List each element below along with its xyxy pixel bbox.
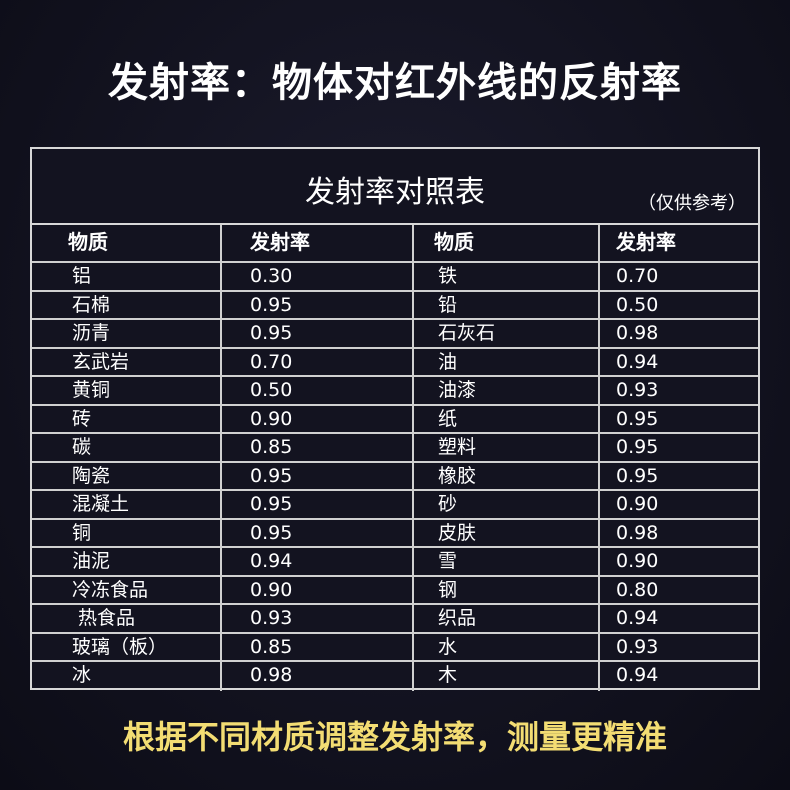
cell-emissivity-2: 0.50 — [616, 293, 659, 316]
table-row: 混凝土 0.95 砂 0.90 — [32, 491, 758, 520]
header-emissivity-2: 发射率 — [616, 230, 676, 254]
cell-material-2: 钢 — [414, 576, 600, 603]
table-row: 热食品 0.93 织品 0.94 — [32, 605, 758, 634]
cell-material-2: 纸 — [414, 405, 600, 432]
cell-material-2: 油 — [414, 348, 600, 375]
cell-material-2: 木 — [414, 662, 600, 691]
table-row: 黄铜 0.50 油漆 0.93 — [32, 377, 758, 406]
table-header-row: 物质 发射率 物质 发射率 — [32, 225, 758, 263]
cell-emissivity-2: 0.98 — [616, 322, 659, 344]
cell-emissivity-2: 0.94 — [616, 350, 659, 373]
table-row: 油泥 0.94 雪 0.90 — [32, 548, 758, 577]
cell-emissivity: 0.93 — [222, 605, 414, 632]
cell-emissivity-2: 0.95 — [616, 407, 659, 430]
header-material: 物质 — [32, 225, 222, 261]
table-row: 冷冻食品 0.90 钢 0.80 — [32, 576, 758, 605]
table-row: 陶瓷 0.95 橡胶 0.95 — [32, 462, 758, 491]
header-material-2: 物质 — [414, 225, 600, 261]
cell-emissivity: 0.30 — [222, 263, 414, 290]
cell-material: 沥青 — [32, 320, 222, 347]
table-row: 玻璃（板） 0.85 水 0.93 — [32, 633, 758, 662]
cell-emissivity: 0.50 — [222, 377, 414, 404]
cell-emissivity-2: 0.95 — [616, 464, 659, 487]
cell-material: 冰 — [32, 662, 222, 691]
cell-emissivity-2: 0.95 — [616, 436, 659, 458]
cell-material: 油泥 — [32, 548, 222, 575]
table-row: 沥青 0.95 石灰石 0.98 — [32, 320, 758, 349]
table-row: 铝 0.30 铁 0.70 — [32, 263, 758, 292]
cell-emissivity: 0.85 — [222, 633, 414, 660]
cell-material: 陶瓷 — [32, 462, 222, 489]
cell-material: 砖 — [32, 405, 222, 432]
cell-emissivity-2: 0.80 — [616, 578, 659, 601]
cell-emissivity: 0.90 — [222, 405, 414, 432]
cell-material-2: 砂 — [414, 491, 600, 518]
cell-material-2: 油漆 — [414, 377, 600, 404]
cell-material: 玻璃（板） — [32, 633, 222, 660]
cell-material-2: 铅 — [414, 291, 600, 318]
cell-material: 热食品 — [32, 605, 222, 632]
table-title: 发射率对照表 — [305, 175, 485, 210]
table-row: 碳 0.85 塑料 0.95 — [32, 434, 758, 463]
cell-emissivity: 0.90 — [222, 576, 414, 603]
cell-emissivity: 0.95 — [222, 320, 414, 347]
cell-material-2: 铁 — [414, 263, 600, 290]
table-row: 砖 0.90 纸 0.95 — [32, 405, 758, 434]
cell-emissivity-2: 0.98 — [616, 521, 659, 544]
headline: 发射率：物体对红外线的反射率 — [108, 60, 682, 106]
cell-material-2: 橡胶 — [414, 462, 600, 489]
cell-material: 铜 — [32, 519, 222, 546]
cell-emissivity: 0.95 — [222, 519, 414, 546]
cell-emissivity-2: 0.94 — [616, 664, 659, 686]
cell-material-2: 水 — [414, 633, 600, 660]
cell-material-2: 石灰石 — [414, 320, 600, 347]
cell-emissivity: 0.95 — [222, 462, 414, 489]
cell-material: 铝 — [32, 263, 222, 290]
table-note: （仅供参考） — [638, 193, 746, 214]
header-emissivity: 发射率 — [222, 225, 414, 261]
table-grid: 物质 发射率 物质 发射率 铝 0.30 铁 0.70 石棉 0.95 铅 0.50 沥青 0.9… — [32, 225, 758, 691]
cell-emissivity-2: 0.90 — [616, 550, 659, 572]
cell-emissivity: 0.95 — [222, 491, 414, 518]
cell-material-2: 织品 — [414, 605, 600, 632]
table-row: 石棉 0.95 铅 0.50 — [32, 291, 758, 320]
cell-material: 黄铜 — [32, 377, 222, 404]
cell-material-2: 塑料 — [414, 434, 600, 461]
table-row: 冰 0.98 木 0.94 — [32, 662, 758, 691]
emissivity-table: 发射率对照表 （仅供参考） 物质 发射率 物质 发射率 铝 0.30 铁 0.70 石棉… — [30, 147, 760, 691]
footer-slogan: 根据不同材质调整发射率，测量更精准 — [122, 718, 667, 756]
cell-emissivity: 0.70 — [222, 348, 414, 375]
cell-emissivity-2: 0.94 — [616, 607, 659, 629]
cell-emissivity: 0.94 — [222, 548, 414, 575]
cell-material-2: 雪 — [414, 548, 600, 575]
cell-material: 冷冻食品 — [32, 576, 222, 603]
table-row: 铜 0.95 皮肤 0.98 — [32, 519, 758, 548]
cell-emissivity-2: 0.90 — [616, 493, 659, 515]
cell-material: 碳 — [32, 434, 222, 461]
cell-material: 混凝土 — [32, 491, 222, 518]
cell-material-2: 皮肤 — [414, 519, 600, 546]
cell-material: 玄武岩 — [32, 348, 222, 375]
cell-emissivity: 0.98 — [222, 662, 414, 691]
cell-emissivity: 0.85 — [222, 434, 414, 461]
cell-emissivity-2: 0.70 — [616, 265, 659, 287]
cell-emissivity-2: 0.93 — [616, 635, 659, 658]
cell-emissivity: 0.95 — [222, 291, 414, 318]
table-title-row: 发射率对照表 （仅供参考） — [32, 149, 758, 225]
table-row: 玄武岩 0.70 油 0.94 — [32, 348, 758, 377]
cell-material: 石棉 — [32, 291, 222, 318]
cell-emissivity-2: 0.93 — [616, 379, 659, 401]
